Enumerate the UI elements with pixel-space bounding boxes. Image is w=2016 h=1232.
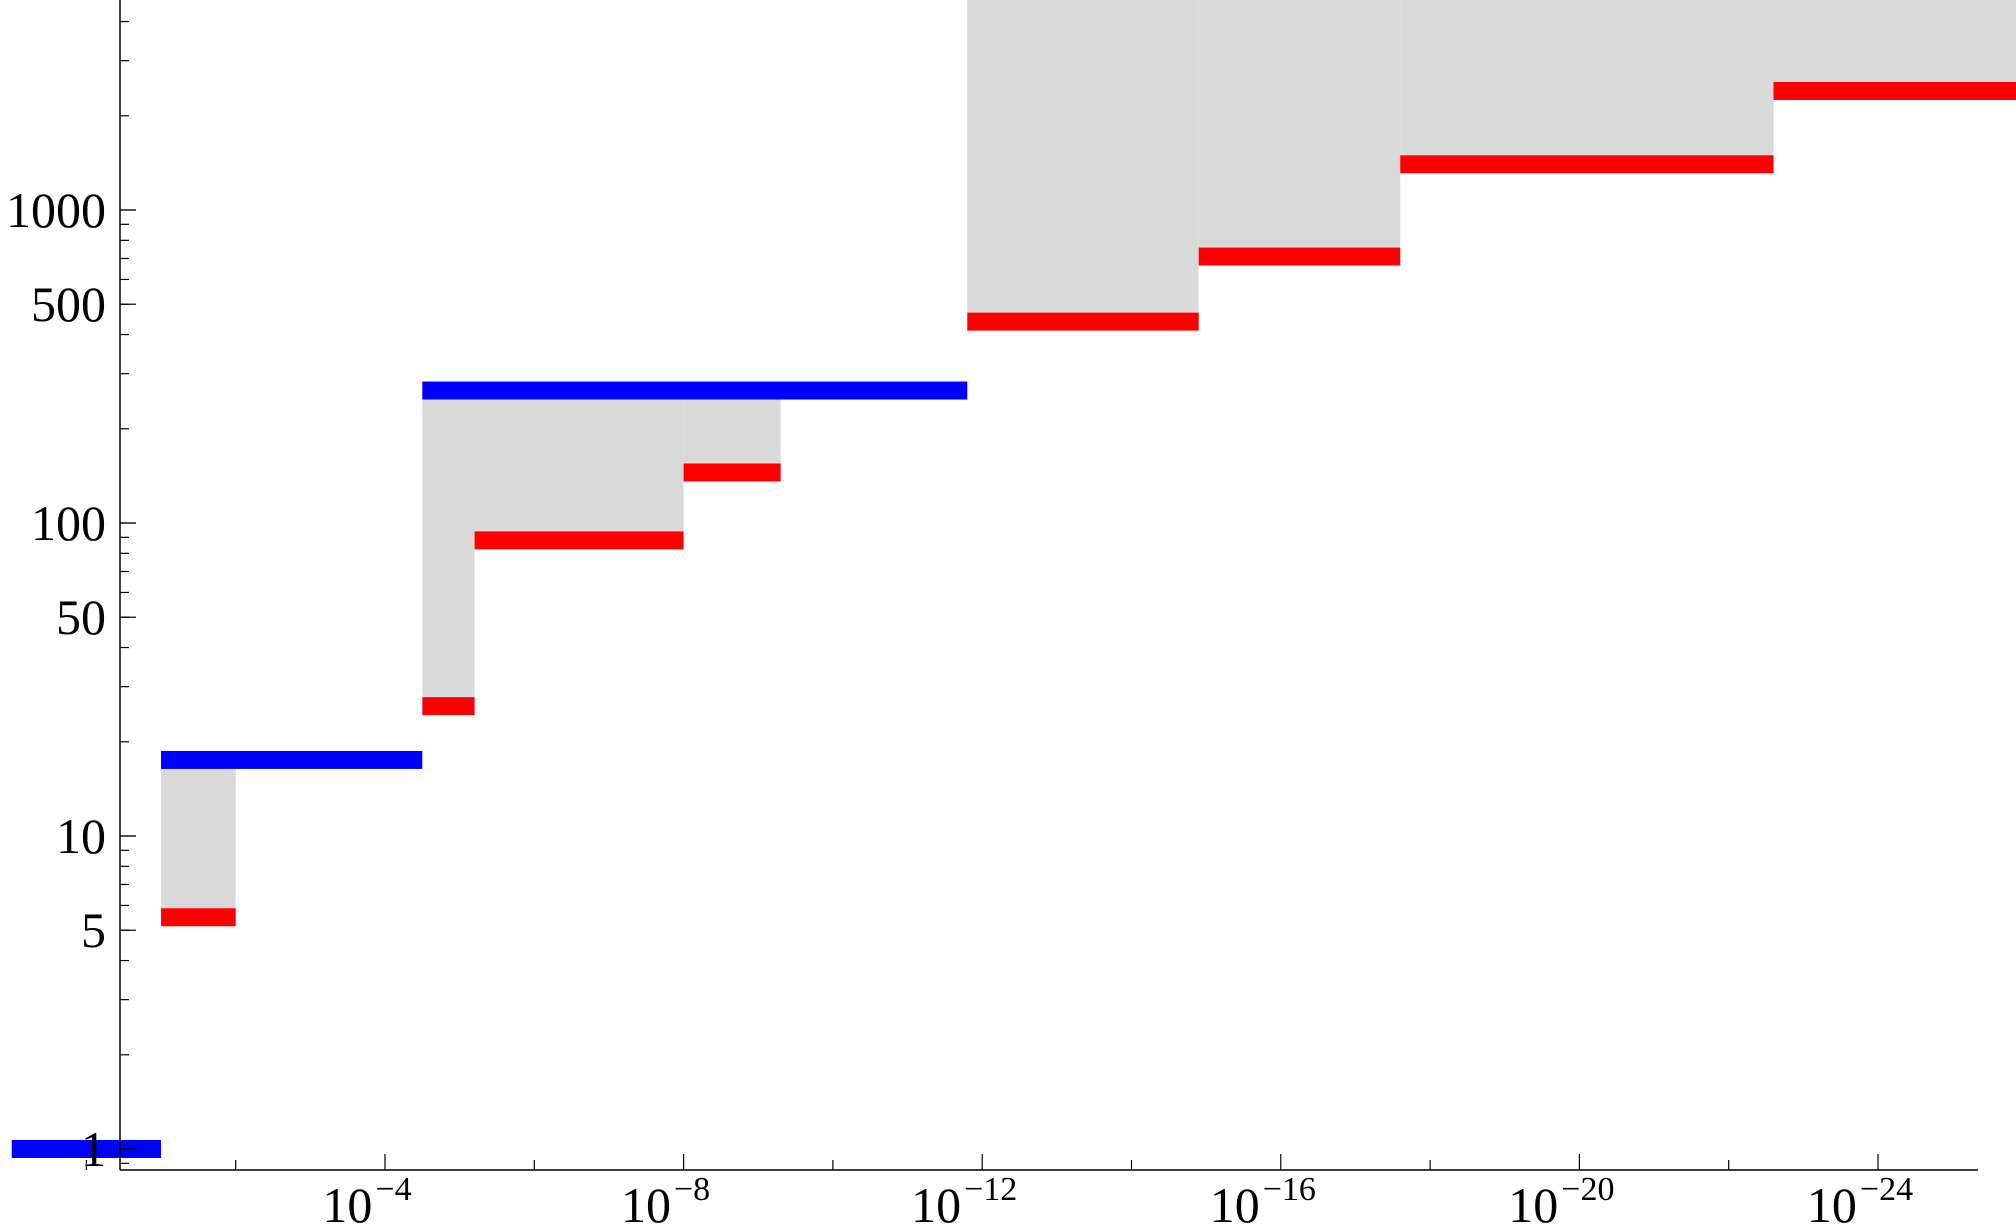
upper-bar-0: [11, 1140, 162, 1158]
x-tick-label: 10−8: [621, 1171, 710, 1232]
upper-bar-1: [161, 750, 423, 769]
lower-bar-0: [161, 908, 236, 927]
y-tick-label-1: 1: [81, 1121, 106, 1177]
lower-bar-5: [1198, 247, 1401, 266]
gap-fill-layer: [161, 0, 2016, 909]
x-tick-label: 10−4: [322, 1171, 411, 1232]
x-tick-label: 10−12: [911, 1171, 1017, 1232]
lower-bar-2: [474, 531, 684, 550]
lower-bar-4: [967, 312, 1199, 331]
gap-fill-3: [683, 399, 781, 464]
x-tick-label: 10−20: [1508, 1171, 1614, 1232]
gap-fill-6: [1400, 0, 1774, 156]
x-tick-label: 10−16: [1210, 1171, 1316, 1232]
lower-bar-6: [1400, 155, 1774, 174]
y-tick-label-100: 100: [31, 495, 106, 551]
upper-bar-2: [422, 381, 968, 400]
gap-fill-1: [422, 399, 475, 698]
lower-bar-3: [683, 463, 781, 482]
y-tick-label-10: 10: [56, 808, 106, 864]
range-bars-layer: [11, 81, 2016, 1158]
x-tick-label: 10−24: [1807, 1171, 1913, 1232]
y-tick-label-5: 5: [81, 902, 106, 958]
y-tick-label-500: 500: [31, 276, 106, 332]
gap-fill-7: [1773, 0, 2016, 82]
gap-fill-4: [967, 0, 1199, 313]
axes-layer: 1 5 10 50 100 500 1000 10−4 10−8 10−12 10−16 10−20 1…: [6, 0, 1978, 1232]
lower-bar-1: [422, 697, 475, 716]
y-tick-label-1000: 1000: [6, 182, 106, 238]
lower-bar-7: [1773, 81, 2016, 100]
y-tick-label-50: 50: [56, 589, 106, 645]
gap-fill-0: [161, 768, 236, 909]
gap-fill-5: [1198, 0, 1401, 248]
gap-fill-2: [474, 399, 684, 532]
